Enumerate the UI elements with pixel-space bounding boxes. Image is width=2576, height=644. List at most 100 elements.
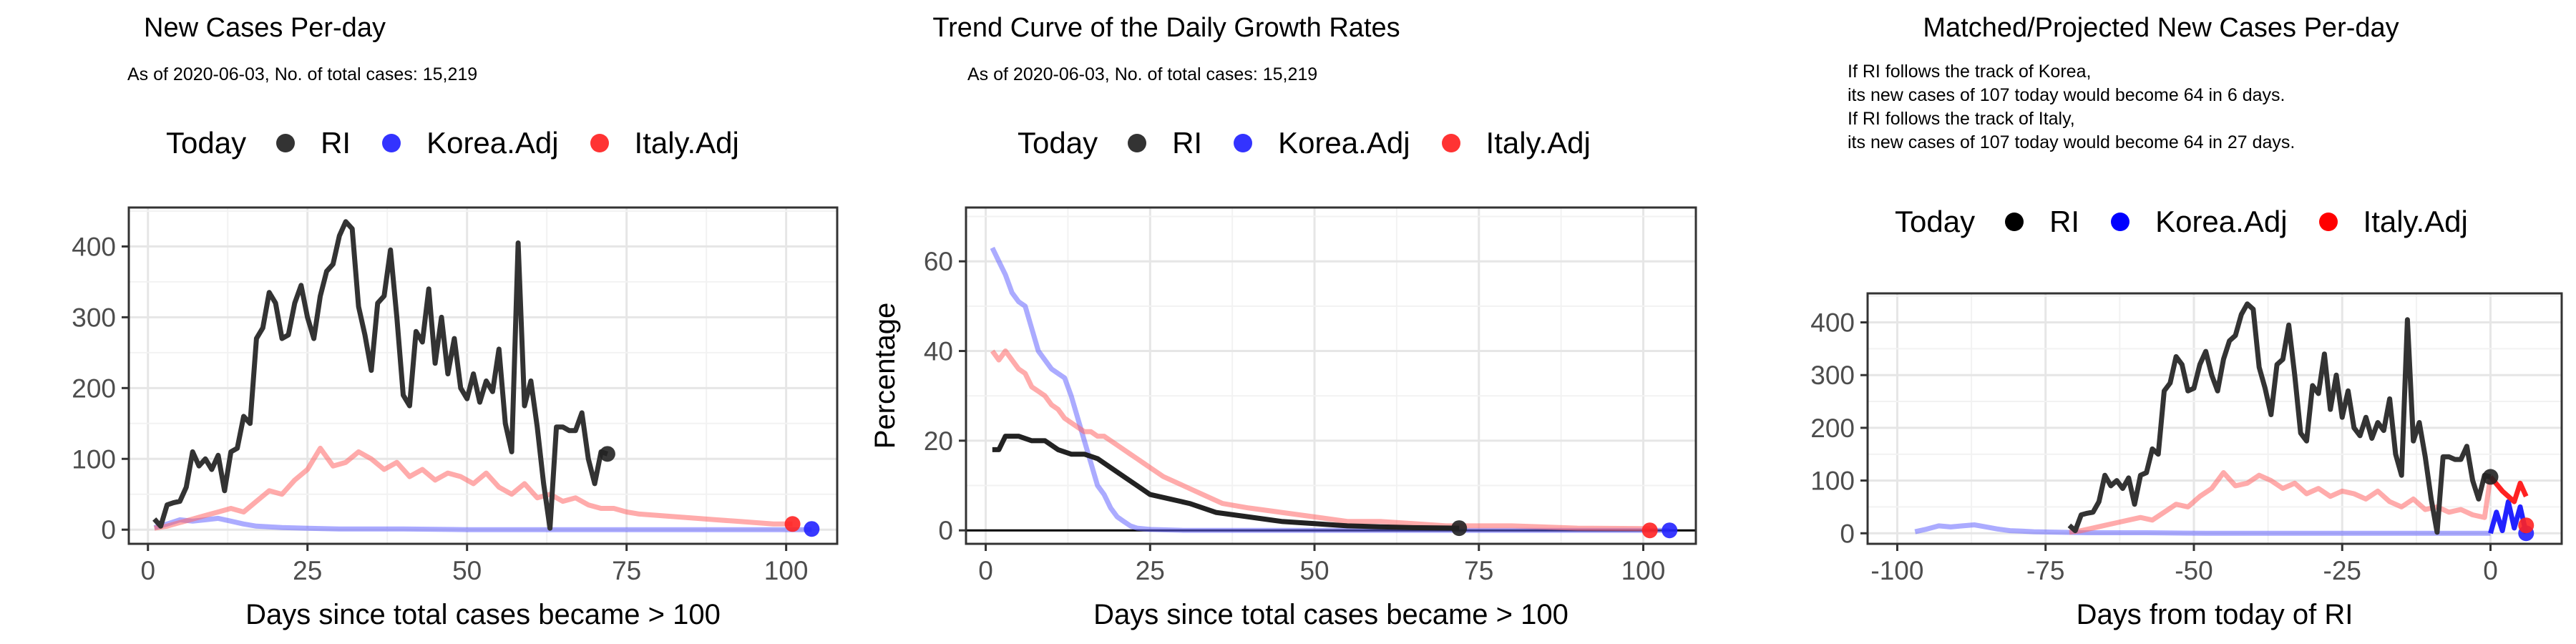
chart-title: Matched/Projected New Cases Per-day: [1923, 13, 2399, 43]
x-axis-label: Days since total cases became > 100: [245, 599, 721, 630]
legend-dot-korea: [382, 134, 401, 152]
legend-label-ri: RI: [1172, 126, 1203, 160]
series-line-korea-adj: [990, 246, 1670, 533]
x-tick-label: -75: [2026, 556, 2064, 585]
today-point-korea-adj: [1662, 522, 1678, 539]
legend: Today RI Korea.Adj Italy.Adj: [166, 126, 771, 160]
chart-subtitle: As of 2020-06-03, No. of total cases: 15…: [967, 64, 1318, 84]
series-line-italy-adj: [154, 445, 793, 531]
plot-background: [966, 208, 1696, 544]
y-tick-label: 400: [72, 232, 116, 261]
y-tick-label: 0: [1840, 519, 1855, 548]
series-line-italy-adj: [990, 348, 1650, 532]
chart-plot-growth-rates: 0 25 50 75 100 0 20 40 60 Days since total cases …: [869, 206, 1697, 630]
x-axis-label: Days from today of RI: [2077, 599, 2353, 630]
y-axis-label: Percentage: [869, 303, 901, 449]
today-point-korea-adj: [804, 521, 820, 537]
plot-border: [965, 206, 1697, 545]
legend-label-korea: Korea.Adj: [2155, 205, 2288, 238]
x-tick-label: 0: [2483, 556, 2498, 585]
y-tick-label: 200: [72, 374, 116, 403]
legend-label-italy: Italy.Adj: [1485, 126, 1591, 160]
today-point-ri: [1451, 520, 1468, 537]
legend-dot-italy: [2318, 213, 2338, 231]
y-tick-label: 300: [1810, 361, 1855, 390]
plot-background: [1868, 293, 2562, 544]
y-tick-label: 100: [1810, 467, 1855, 496]
y-tick-label: 100: [72, 444, 116, 474]
legend-entry-ri: RI: [2005, 205, 2079, 239]
legend-label-italy: Italy.Adj: [634, 126, 739, 160]
x-tick-label: -100: [1870, 556, 1923, 585]
y-tick-label: 60: [924, 247, 953, 276]
legend-label-italy: Italy.Adj: [2363, 205, 2468, 238]
today-point-italy-adj: [2518, 517, 2534, 534]
y-tick-label: 40: [924, 337, 953, 366]
x-tick-label: 50: [452, 556, 482, 585]
legend-dot-ri: [2005, 213, 2024, 231]
note-line: If RI follows the track of Korea,: [1848, 62, 2092, 82]
legend-title: Today: [1018, 126, 1098, 160]
legend-entry-ri: RI: [1128, 126, 1202, 160]
legend-label-korea: Korea.Adj: [1278, 126, 1410, 160]
x-tick-label: 75: [612, 556, 641, 585]
chart-panel-new-cases: New Cases Per-day As of 2020-06-03, No. …: [0, 0, 859, 644]
x-tick-label: 25: [1136, 556, 1165, 585]
legend-entry-italy: Italy.Adj: [590, 126, 739, 160]
x-tick-label: 50: [1299, 556, 1329, 585]
y-tick-label: 20: [924, 426, 953, 456]
legend: Today RI Korea.Adj Italy.Adj: [1895, 205, 2499, 239]
legend-label-ri: RI: [321, 126, 351, 160]
series-line-ri: [992, 434, 1460, 531]
legend-entry-italy: Italy.Adj: [2318, 205, 2468, 239]
projection-line-italy-adj: [2488, 475, 2529, 504]
legend-label-korea: Korea.Adj: [426, 126, 559, 160]
note-line: If RI follows the track of Italy,: [1848, 109, 2075, 129]
chart-plot-new-cases: 0 25 50 75 100 0 100 200 300 400 Days since total …: [72, 206, 839, 630]
x-tick-label: 25: [293, 556, 322, 585]
legend-dot-italy: [1441, 134, 1460, 152]
y-tick-label: 0: [101, 515, 116, 545]
x-tick-label: 0: [140, 556, 155, 585]
x-tick-label: 100: [764, 556, 809, 585]
legend-title: Today: [166, 126, 247, 160]
legend-dot-korea: [2111, 213, 2130, 231]
projection-line-korea-adj: [2488, 499, 2529, 535]
today-point-ri: [599, 446, 615, 462]
x-tick-label: 100: [1621, 556, 1666, 585]
series-line-korea-adj: [1914, 522, 2491, 536]
series-line-ri: [2067, 301, 2492, 535]
note-line: its new cases of 107 today would become …: [1848, 85, 2285, 105]
today-point-italy-adj: [1641, 522, 1658, 539]
x-tick-label: -50: [2175, 556, 2212, 585]
legend-entry-ri: RI: [276, 126, 351, 160]
x-tick-label: 0: [978, 556, 993, 585]
x-tick-label: 75: [1464, 556, 1493, 585]
legend-dot-ri: [276, 134, 296, 152]
legend-entry-italy: Italy.Adj: [1441, 126, 1591, 160]
legend-entry-korea: Korea.Adj: [1234, 126, 1410, 160]
x-tick-label: -25: [2323, 556, 2361, 585]
y-tick-label: 400: [1810, 308, 1855, 338]
legend-label-ri: RI: [2049, 205, 2080, 238]
chart-subtitle: As of 2020-06-03, No. of total cases: 15…: [127, 64, 478, 84]
today-point-italy-adj: [784, 516, 801, 532]
chart-title: New Cases Per-day: [144, 13, 386, 43]
note-line: its new cases of 107 today would become …: [1848, 132, 2296, 152]
series-line-korea-adj: [153, 515, 812, 532]
legend-entry-korea: Korea.Adj: [2111, 205, 2288, 239]
chart-notes: If RI follows the track of Korea, its ne…: [1848, 60, 2295, 155]
x-axis-label: Days since total cases became > 100: [1093, 599, 1568, 630]
y-tick-label: 0: [938, 516, 953, 545]
series-line-ri: [152, 219, 608, 531]
chart-panel-growth-rates: Trend Curve of the Daily Growth Rates As…: [859, 0, 1717, 644]
plot-border: [127, 206, 839, 545]
legend-entry-korea: Korea.Adj: [382, 126, 559, 160]
y-tick-label: 200: [1810, 414, 1855, 443]
legend: Today RI Korea.Adj Italy.Adj: [1018, 126, 1622, 160]
today-point-ri: [2482, 469, 2499, 485]
legend-dot-korea: [1234, 134, 1253, 152]
legend-dot-italy: [590, 134, 609, 152]
legend-title: Today: [1895, 205, 1976, 238]
chart-plot-projected: -100 -75 -50 -25 0 0 100 200 300 400 Days from tod…: [1810, 292, 2563, 630]
